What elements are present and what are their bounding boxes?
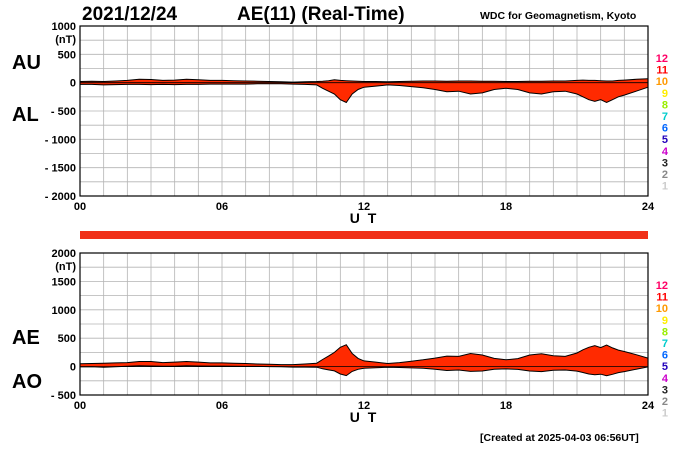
panel-frame [79,25,649,197]
legend-station-label: 4 [662,146,669,158]
panel-1 [79,25,649,197]
series-au-line [79,78,649,83]
y-axis-unit: (nT) [55,34,76,46]
series-ae-line [79,344,649,366]
y-tick-label: - 500 [51,390,76,402]
plot-date: 2021/12/24 [82,4,178,25]
panel-frame [79,252,649,396]
ae-label: AE [12,327,40,349]
ao-label: AO [12,371,42,393]
y-tick-label: 500 [58,333,76,345]
x-tick-label: 00 [74,201,86,213]
legend-station-label: 5 [662,134,668,146]
legend-station-label: 5 [662,361,668,373]
x-tick-label: 18 [500,400,512,412]
al-label: AL [12,104,39,126]
legend-station-label: 4 [662,373,669,385]
legend-station-label: 9 [662,315,668,327]
au-label: AU [12,52,41,74]
legend-station-label: 10 [656,303,668,315]
legend-station-label: 7 [662,338,668,350]
x-tick-label: 06 [216,400,228,412]
y-tick-label: 1500 [52,276,76,288]
legend-station-label: 9 [662,88,668,100]
y-tick-label: - 1500 [45,163,76,175]
legend-station-label: 2 [662,396,668,408]
x-axis-label: U T [350,210,379,226]
y-tick-label: 500 [58,49,76,61]
legend-station-label: 12 [656,280,668,292]
legend-station-label: 1 [662,181,668,193]
envelope-fill [80,344,648,376]
envelope-fill [80,78,648,103]
y-tick-label: 1000 [52,305,76,317]
y-tick-label: 0 [70,362,76,374]
x-tick-label: 18 [500,201,512,213]
series-al-line [80,83,649,104]
series-ao-line [79,365,649,377]
legend-station-label: 3 [662,384,668,396]
y-tick-label: 0 [70,78,76,90]
y-tick-label: - 2000 [45,191,76,203]
data-source: WDC for Geomagnetism, Kyoto [480,10,637,22]
y-tick-label: - 500 [51,106,76,118]
legend-station-label: 11 [656,292,668,304]
plot-title: AE(11) (Real-Time) [237,4,405,25]
x-tick-label: 06 [216,201,228,213]
y-tick-label: - 1000 [45,134,76,146]
legend-station-label: 8 [662,326,668,338]
x-tick-label: 12 [358,400,370,412]
created-timestamp: [Created at 2025-04-03 06:56UT] [480,432,639,444]
legend-station-label: 6 [662,350,668,362]
x-tick-label: 12 [358,201,370,213]
data-coverage-bar [80,231,648,239]
x-tick-label: 24 [642,400,655,412]
legend-station-label: 3 [662,157,668,169]
y-tick-label: 1000 [52,21,76,33]
legend-station-label: 6 [662,123,668,135]
y-tick-label: 2000 [52,248,76,260]
x-tick-label: 24 [642,201,655,213]
y-axis-unit: (nT) [55,261,76,273]
legend-station-label: 8 [662,99,668,111]
legend-station-label: 1 [662,408,668,420]
x-tick-label: 00 [74,400,86,412]
panel-2 [79,252,649,396]
legend-station-label: 12 [656,53,668,65]
legend-station-label: 7 [662,111,668,123]
legend-station-label: 2 [662,169,668,181]
legend-station-label: 11 [656,65,668,77]
legend-station-label: 10 [656,76,668,88]
x-axis-label: U T [350,409,379,425]
